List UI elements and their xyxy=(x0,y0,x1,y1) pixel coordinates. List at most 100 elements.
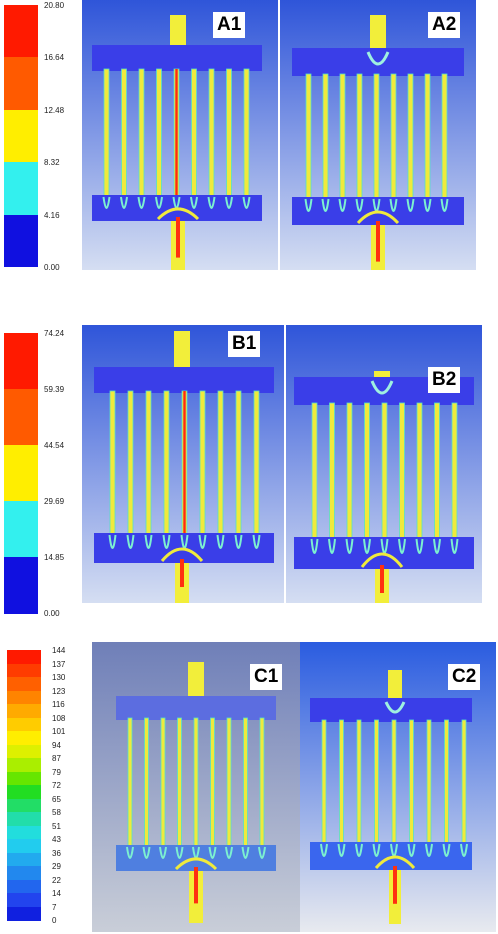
outflow-plume xyxy=(258,846,266,859)
legend-tick-label: 51 xyxy=(52,821,61,831)
flow-channel xyxy=(199,390,206,538)
legend-tick-label: 94 xyxy=(52,740,61,750)
legend-swatch xyxy=(7,879,41,894)
legend-tick-label: 65 xyxy=(52,794,61,804)
legend-swatch xyxy=(7,825,41,840)
legend-swatch xyxy=(4,162,38,216)
legend-swatch xyxy=(7,650,41,664)
legend-tick-label: 58 xyxy=(52,808,61,817)
flow-channel xyxy=(339,73,346,202)
legend-c-bar xyxy=(7,650,41,921)
outflow-plume xyxy=(126,534,135,549)
label-b2: B2 xyxy=(428,367,461,393)
legend-tick-label: 29 xyxy=(52,862,61,871)
legend-tick-label: 74.24 xyxy=(44,329,65,338)
top-header xyxy=(94,367,274,393)
outlet-converging-flow xyxy=(356,210,400,225)
outflow-plume xyxy=(338,198,347,212)
legend-swatch xyxy=(7,690,41,705)
flow-channel xyxy=(407,73,414,202)
flow-channel xyxy=(243,717,248,850)
outflow-plume xyxy=(321,198,330,212)
legend-swatch xyxy=(7,852,41,867)
flow-channel xyxy=(191,68,197,200)
flow-channel xyxy=(374,719,379,847)
top-header xyxy=(92,45,262,71)
top-header xyxy=(116,696,276,720)
inlet-pipe xyxy=(170,15,186,49)
legend-tick-label: 14 xyxy=(52,889,61,898)
legend-swatch xyxy=(7,906,41,921)
flow-channel xyxy=(461,719,467,847)
flow-channel xyxy=(311,402,318,542)
outlet-jet xyxy=(376,221,380,262)
outlet-converging-flow xyxy=(360,552,404,568)
panel-a: 20.80 16.64 12.48 8.32 4.16 0.00 A1 A2 xyxy=(0,0,498,272)
legend-tick-label: 14.85 xyxy=(44,553,65,562)
outflow-plume xyxy=(398,538,406,554)
legend-tick-label: 59.39 xyxy=(44,385,65,394)
outlet-converging-flow xyxy=(174,857,218,871)
outlet-converging-flow xyxy=(160,547,204,562)
outlet-jet xyxy=(380,565,384,593)
legend-swatch xyxy=(4,501,38,558)
outflow-plume xyxy=(241,846,250,859)
label-a1: A1 xyxy=(213,12,246,38)
legend-tick-label: 36 xyxy=(52,848,61,858)
legend-swatch xyxy=(7,731,41,745)
flow-channel xyxy=(339,719,344,847)
outflow-plume xyxy=(175,846,184,859)
outflow-plume xyxy=(108,534,117,549)
legend-tick-label: 20.80 xyxy=(44,1,65,10)
field-b1 xyxy=(82,325,284,603)
outflow-plume xyxy=(225,846,233,859)
outflow-plume xyxy=(320,843,328,857)
flow-channel xyxy=(416,402,423,542)
flow-channel xyxy=(217,390,224,538)
inlet-spray xyxy=(366,51,390,66)
outflow-plume xyxy=(389,198,398,212)
legend-swatch xyxy=(7,663,41,678)
legend-swatch xyxy=(7,785,41,799)
flow-channel xyxy=(356,73,363,202)
flow-channel xyxy=(346,402,353,542)
legend-swatch xyxy=(4,214,38,268)
flow-channel xyxy=(121,68,127,200)
legend-a-bar xyxy=(4,5,38,268)
outflow-plume xyxy=(216,534,225,549)
outflow-plume xyxy=(406,198,415,212)
outflow-plume xyxy=(242,196,251,209)
outflow-plume xyxy=(252,534,261,549)
outflow-plume xyxy=(310,538,319,554)
high-velocity-core xyxy=(183,391,186,537)
flow-channel xyxy=(127,390,134,538)
legend-tick-label: 44.54 xyxy=(44,441,65,450)
outflow-plume xyxy=(355,843,363,857)
legend-tick-label: 22 xyxy=(52,875,61,885)
flow-channel xyxy=(451,402,458,542)
flow-channel xyxy=(226,68,232,200)
legend-tick-label: 72 xyxy=(52,781,61,790)
outflow-plume xyxy=(208,846,217,859)
outflow-plume xyxy=(137,196,146,209)
field-a1 xyxy=(82,0,278,270)
legend-tick-label: 79 xyxy=(52,767,61,777)
inlet-pipe xyxy=(374,371,390,381)
outflow-plume xyxy=(198,534,207,549)
legend-tick-label: 137 xyxy=(52,659,66,669)
flow-channel xyxy=(424,73,431,202)
legend-swatch xyxy=(7,744,41,759)
legend-swatch xyxy=(4,109,38,163)
outflow-plume xyxy=(355,198,364,212)
flow-channel xyxy=(235,390,242,538)
outflow-plume xyxy=(460,843,468,857)
outflow-plume xyxy=(225,196,233,209)
outlet-jet xyxy=(194,867,198,904)
legend-tick-label: 101 xyxy=(52,727,66,736)
panel-b: 74.24 59.39 44.54 29.69 14.85 0.00 B1 B2 xyxy=(0,325,498,618)
outflow-plume xyxy=(423,198,432,212)
outflow-plume xyxy=(363,538,371,554)
legend-tick-label: 0.00 xyxy=(44,609,60,618)
legend-swatch xyxy=(7,839,41,853)
legend-swatch xyxy=(7,866,41,880)
